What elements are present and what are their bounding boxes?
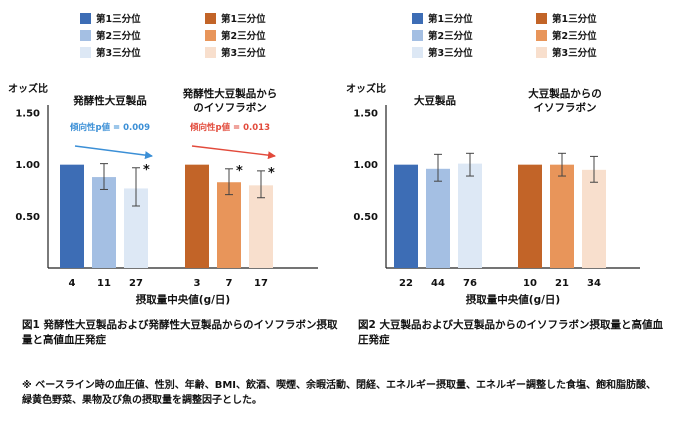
y-tick-label: 1.50: [353, 109, 378, 120]
bar: [550, 164, 574, 268]
bar: [185, 164, 209, 268]
legend-label: 第3三分位: [552, 47, 597, 59]
legend-label: 第1三分位: [221, 13, 266, 25]
bar: [426, 168, 450, 268]
x-tick-label: 22: [399, 278, 413, 289]
x-tick-label: 11: [97, 278, 111, 289]
legend-swatch: [205, 47, 216, 58]
bar: [249, 185, 273, 268]
legend-swatch: [80, 30, 91, 41]
legend-swatch: [536, 30, 547, 41]
y-tick-label: 1.00: [353, 160, 378, 171]
bar: [217, 182, 241, 268]
x-axis-title: 摂取量中央値(g/日): [136, 293, 230, 306]
legend-swatch: [536, 13, 547, 24]
group-title: のイソフラボン: [193, 101, 267, 114]
legend-swatch: [412, 13, 423, 24]
y-tick-label: 1.50: [15, 109, 40, 120]
trend-p-value: 傾向性p値 = 0.013: [189, 122, 270, 133]
legend-label: 第2三分位: [552, 30, 597, 42]
legend-swatch: [205, 13, 216, 24]
x-tick-label: 44: [431, 278, 445, 289]
y-axis-title: オッズ比: [346, 82, 386, 95]
group-title: 大豆製品: [414, 94, 456, 107]
legend-label: 第3三分位: [221, 47, 266, 59]
bar: [394, 164, 418, 268]
x-tick-label: 21: [555, 278, 569, 289]
legend-label: 第2三分位: [221, 30, 266, 42]
legend-label: 第1三分位: [428, 13, 473, 25]
bar: [582, 169, 606, 268]
legend-label: 第1三分位: [96, 13, 141, 25]
bar: [60, 164, 84, 268]
figure2-caption: 図2 大豆製品および大豆製品からのイソフラボン摂取量と高値血圧発症: [358, 319, 663, 346]
legend-swatch: [80, 13, 91, 24]
y-axis-title: オッズ比: [8, 82, 48, 95]
group-title: 発酵性大豆製品: [72, 94, 147, 107]
legend-swatch: [412, 47, 423, 58]
trend-arrow: [74, 145, 153, 160]
x-tick-label: 3: [194, 278, 201, 289]
y-tick-label: 0.50: [353, 212, 378, 223]
x-tick-label: 7: [226, 278, 233, 289]
x-axis-title: 摂取量中央値(g/日): [466, 293, 560, 306]
x-tick-label: 27: [129, 278, 143, 289]
x-tick-label: 10: [523, 278, 537, 289]
bar: [518, 164, 542, 268]
bar: [92, 177, 116, 268]
legend-swatch: [205, 30, 216, 41]
legend-swatch: [80, 47, 91, 58]
legend-label: 第2三分位: [96, 30, 141, 42]
x-tick-label: 4: [69, 278, 76, 289]
figure1-caption: 図1 発酵性大豆製品および発酵性大豆製品からのイソフラボン摂取量と高値血圧発症: [22, 319, 338, 346]
trend-arrow: [191, 145, 276, 160]
legend-label: 第1三分位: [552, 13, 597, 25]
x-tick-label: 76: [463, 278, 477, 289]
x-tick-label: 17: [254, 278, 268, 289]
group-title: イソフラボン: [534, 101, 597, 114]
x-tick-label: 34: [587, 278, 601, 289]
significance-marker: *: [268, 166, 275, 181]
legend-label: 第2三分位: [428, 30, 473, 42]
significance-marker: *: [143, 163, 150, 178]
legend-swatch: [412, 30, 423, 41]
footnote: ※ ベースライン時の血圧値、性別、年齢、BMI、飲酒、喫煙、余暇活動、閉経、エネ…: [22, 380, 656, 406]
bar: [458, 163, 482, 268]
legend-label: 第3三分位: [428, 47, 473, 59]
legend-swatch: [536, 47, 547, 58]
legend-label: 第3三分位: [96, 47, 141, 59]
y-tick-label: 0.50: [15, 212, 40, 223]
group-title: 大豆製品からの: [528, 87, 602, 100]
group-title: 発酵性大豆製品から: [182, 87, 278, 100]
significance-marker: *: [236, 164, 243, 179]
trend-p-value: 傾向性p値 = 0.009: [69, 122, 150, 133]
y-tick-label: 1.00: [15, 160, 40, 171]
